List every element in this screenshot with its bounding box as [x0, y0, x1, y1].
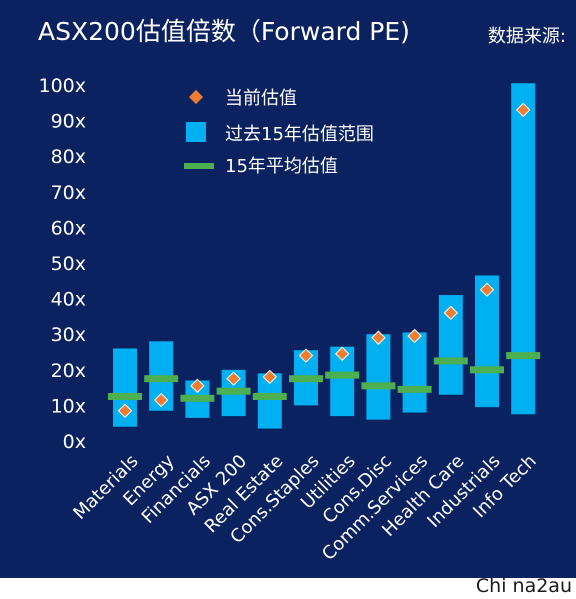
average-marker — [252, 393, 287, 400]
source-label: 数据来源: — [488, 26, 566, 47]
average-marker — [361, 382, 396, 390]
range-bar — [402, 332, 427, 413]
y-tick-label: 20x — [51, 360, 86, 382]
y-tick-label: 50x — [51, 253, 86, 275]
current-marker — [190, 378, 205, 394]
average-marker — [108, 393, 142, 400]
average-marker — [470, 366, 504, 374]
y-tick-label: 30x — [51, 324, 86, 346]
average-marker — [433, 357, 468, 365]
average-marker — [289, 375, 323, 383]
range-bar — [511, 83, 536, 415]
y-tick-label: 60x — [51, 217, 86, 239]
current-marker — [515, 102, 531, 118]
y-axis: 0x 10x 20x 30x 40x 50x 60x 70x 80x 90x 100x — [38, 75, 86, 453]
average-marker — [506, 352, 541, 360]
range-bar — [475, 275, 499, 408]
current-marker — [153, 392, 169, 408]
current-marker — [334, 346, 350, 361]
current-marker — [443, 305, 459, 321]
average-marker — [144, 375, 179, 383]
current-marker — [298, 348, 314, 363]
y-tick-label: 10x — [51, 395, 86, 417]
legend-average-marker — [184, 163, 214, 169]
current-markers — [117, 102, 531, 418]
current-marker — [407, 328, 422, 344]
legend-range-label: 过去15年估值范围 — [225, 124, 374, 145]
legend-range-marker — [186, 122, 206, 142]
average-marker — [216, 387, 251, 395]
average-marker — [180, 394, 215, 402]
current-marker — [371, 330, 386, 345]
chart-title: ASX200估值倍数（Forward PE) — [38, 17, 410, 46]
y-tick-label: 80x — [51, 146, 86, 168]
current-marker — [479, 282, 495, 297]
y-tick-label: 90x — [51, 111, 86, 133]
average-markers — [108, 352, 541, 402]
range-bars — [113, 83, 536, 429]
y-tick-label: 70x — [51, 182, 86, 204]
current-marker — [117, 403, 133, 418]
watermark: Chi na2au — [476, 575, 572, 595]
current-marker — [262, 369, 278, 385]
current-marker — [226, 371, 241, 386]
legend-current-label: 当前估值 — [225, 88, 297, 109]
y-tick-label: 40x — [51, 289, 86, 311]
average-marker — [325, 371, 360, 379]
range-bar — [366, 334, 391, 420]
y-tick-label: 0x — [63, 431, 86, 453]
legend-average-label: 15年平均估值 — [225, 156, 338, 177]
legend: 当前估值 过去15年估值范围 15年平均估值 — [184, 88, 374, 177]
y-tick-label: 100x — [38, 75, 86, 97]
bottom-strip — [0, 578, 576, 595]
average-marker — [397, 385, 432, 393]
